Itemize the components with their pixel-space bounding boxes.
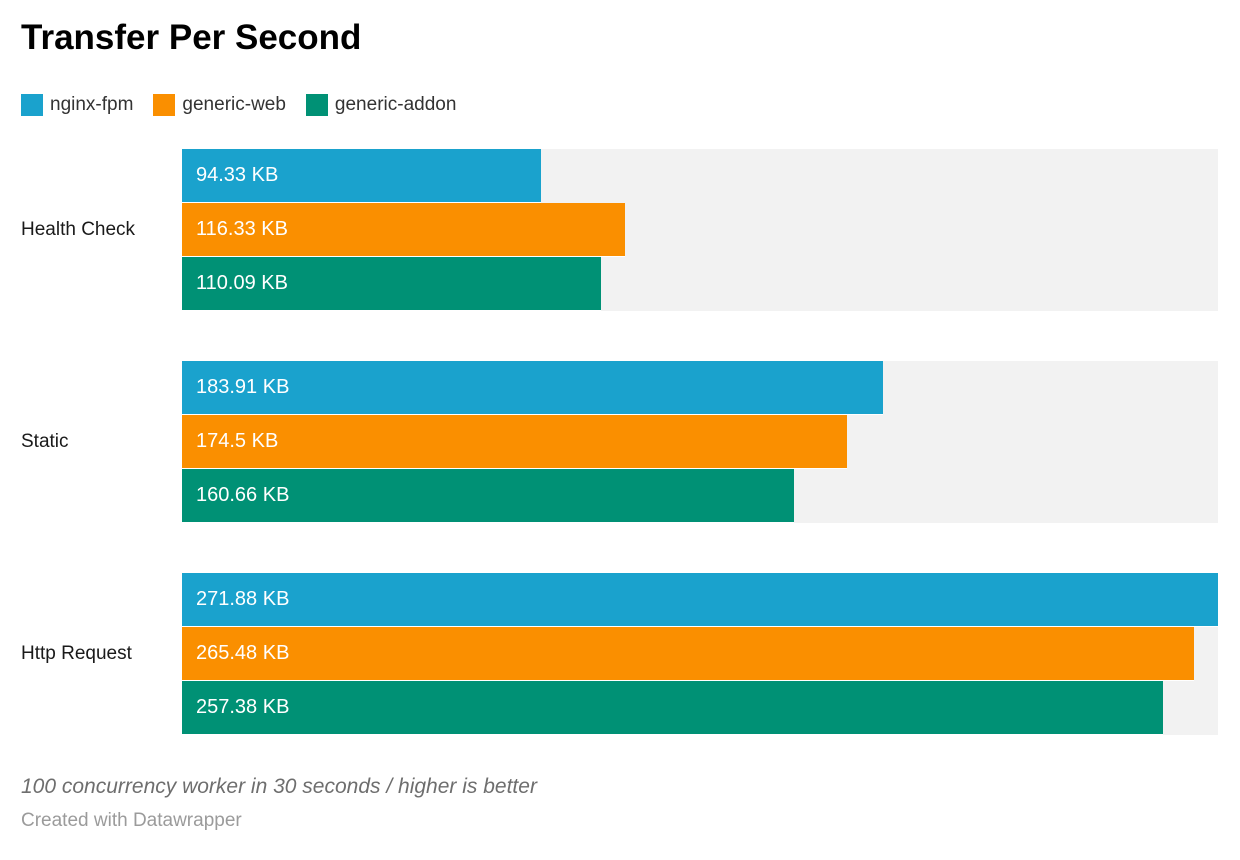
bar-track: 257.38 KB [182, 681, 1218, 735]
bar-generic-addon: 257.38 KB [182, 681, 1163, 734]
bar-nginx-fpm: 271.88 KB [182, 573, 1218, 626]
bar-generic-addon: 110.09 KB [182, 257, 602, 310]
category-label: Static [21, 431, 69, 452]
legend-item-generic-web: generic-web [153, 94, 286, 116]
bar-track: 94.33 KB [182, 149, 1218, 203]
bar-value-label: 183.91 KB [196, 376, 290, 398]
bar-track: 265.48 KB [182, 627, 1218, 681]
legend-label: generic-web [182, 94, 286, 115]
bar-value-label: 116.33 KB [196, 218, 288, 240]
chart-title: Transfer Per Second [21, 18, 362, 57]
legend: nginx-fpm generic-web generic-addon [21, 94, 1218, 116]
legend-label: nginx-fpm [50, 94, 134, 115]
bar-group: Http Request 271.88 KB 265.48 KB 257.38 KB [21, 573, 1218, 735]
bar-track: 160.66 KB [182, 469, 1218, 523]
legend-item-nginx-fpm: nginx-fpm [21, 94, 133, 116]
bar-value-label: 174.5 KB [196, 430, 279, 452]
datawrapper-attribution: Created with Datawrapper [21, 810, 242, 831]
bar-track-group: 94.33 KB 116.33 KB 110.09 KB [182, 149, 1218, 311]
bar-nginx-fpm: 94.33 KB [182, 149, 542, 202]
bar-generic-web: 116.33 KB [182, 203, 626, 256]
bar-value-label: 94.33 KB [196, 164, 279, 186]
bar-track: 174.5 KB [182, 415, 1218, 469]
bar-generic-web: 265.48 KB [182, 627, 1194, 680]
bar-generic-addon: 160.66 KB [182, 469, 795, 522]
bar-value-label: 160.66 KB [196, 484, 290, 506]
bar-group: Health Check 94.33 KB 116.33 KB 110.09 KB [21, 149, 1218, 311]
bar-value-label: 257.38 KB [196, 696, 290, 718]
bar-track: 116.33 KB [182, 203, 1218, 257]
chart-note: 100 concurrency worker in 30 seconds / h… [21, 775, 537, 798]
bar-group: Static 183.91 KB 174.5 KB 160.66 KB [21, 361, 1218, 523]
legend-label: generic-addon [334, 94, 457, 115]
category-label: Http Request [21, 643, 132, 664]
bar-generic-web: 174.5 KB [182, 415, 847, 468]
bar-value-label: 265.48 KB [196, 642, 290, 664]
grouped-bar-chart: Health Check 94.33 KB 116.33 KB 110.09 KB St… [21, 149, 1218, 735]
legend-item-generic-addon: generic-addon [305, 94, 457, 116]
bar-nginx-fpm: 183.91 KB [182, 361, 883, 414]
bar-value-label: 110.09 KB [196, 272, 288, 294]
bar-track: 110.09 KB [182, 257, 1218, 311]
category-label: Health Check [21, 219, 136, 240]
legend-swatch-icon [305, 94, 328, 116]
legend-swatch-icon [153, 94, 176, 116]
bar-track: 183.91 KB [182, 361, 1218, 415]
legend-swatch-icon [21, 94, 43, 116]
bar-track-group: 183.91 KB 174.5 KB 160.66 KB [182, 361, 1218, 523]
bar-track: 271.88 KB [182, 573, 1218, 627]
bar-value-label: 271.88 KB [196, 588, 290, 610]
bar-track-group: 271.88 KB 265.48 KB 257.38 KB [182, 573, 1218, 735]
